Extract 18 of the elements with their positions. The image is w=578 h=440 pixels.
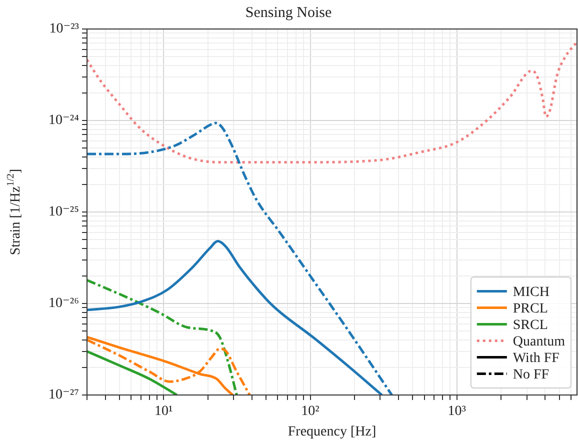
y-tick-label: 10⁻²⁴ [48,113,80,128]
y-axis-title: Strain [1/Hz1/2] [5,168,24,256]
legend-label: With FF [512,350,560,366]
line-series [87,350,178,395]
legend-label: Quantum [512,334,566,350]
y-tick-label: 10⁻²⁵ [48,204,80,220]
chart-title: Sensing Noise [245,4,332,21]
legend-label: SRCL [512,318,548,333]
legend-label: MICH [512,284,550,300]
y-tick-label: 10⁻²⁶ [48,296,80,312]
x-tick-label: 10³ [448,404,466,420]
x-axis-title: Frequency [Hz] [288,424,376,440]
y-tick-label: 10⁻²³ [49,22,79,37]
x-tick-label: 10¹ [154,404,173,420]
legend-label: No FF [512,367,550,382]
legend-label: PRCL [512,301,548,316]
x-tick-label: 10² [301,404,320,420]
y-tick-label: 10⁻²⁷ [48,388,80,403]
